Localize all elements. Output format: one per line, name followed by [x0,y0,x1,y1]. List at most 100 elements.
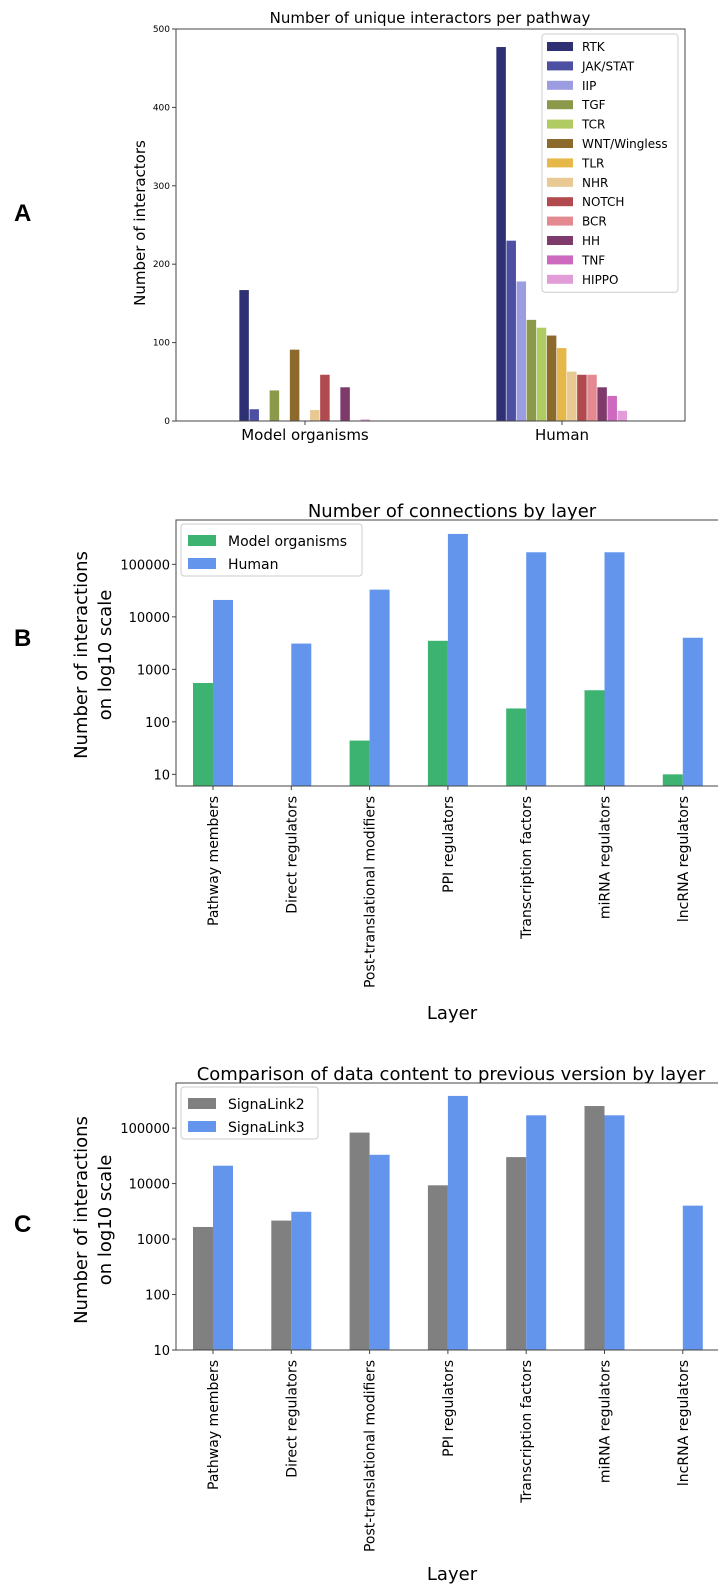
bar-rtk-human [496,47,506,421]
bar-signalink3-mirna-regulators [604,1115,625,1350]
chart-c-xtick-label: Post-translational modifiers [363,1360,379,1552]
legend-swatch-model-organisms [188,535,216,546]
legend-swatch-hippo [547,274,573,284]
chart-a-ytick-label: 100 [153,339,170,349]
bar-signalink2-direct-regulators [271,1220,292,1350]
legend-swatch-hh [547,236,573,245]
legend-label-tgf: TGF [581,98,606,112]
chart-a-frame [175,28,686,422]
chart-a-title: Number of unique interactors per pathway [270,9,591,27]
legend-label-hippo: HIPPO [582,273,618,287]
bar-signalink3-ppi-regulators [447,1095,468,1350]
legend-label-signalink2: SignaLink2 [228,1097,305,1113]
bar-human-lncrna-regulators [682,637,703,786]
bar-jak-stat-model-organisms [249,409,259,421]
chart-b-ylabel-line2: on log10 scale [95,590,116,721]
chart-c-ytick-label: 1000 [137,1233,170,1248]
chart-c-frame [175,1082,718,1351]
chart-b-ytick-label: 100000 [120,558,170,573]
bar-hippo-human [617,410,628,421]
chart-c-xtick-label: Pathway members [206,1360,222,1490]
bar-human-pathway-members [213,599,233,786]
chart-a-ylabel: Number of interactors [131,140,149,306]
chart-b-xtick-label: Pathway members [206,796,222,926]
legend-swatch-tlr [547,158,573,168]
chart-b-ytick-label: 10 [153,768,170,783]
bar-tcr-human [536,327,547,421]
bar-model-organisms-pathway-members [193,682,213,786]
legend-swatch-iip [547,80,573,90]
legend-label-nhr: NHR [582,176,608,190]
bar-signalink3-post-translational-modifiers [369,1154,390,1350]
chart-c-ytick-label: 10000 [129,1178,170,1193]
legend-label-bcr: BCR [582,215,607,229]
chart-a: Number of unique interactors per pathway… [131,9,686,444]
chart-a-ytick-label: 200 [153,260,170,270]
legend-label-notch: NOTCH [582,195,624,209]
chart-b-legend-box [180,523,363,577]
bar-tnf-human [607,395,617,421]
chart-b-ytick-label: 1000 [137,663,170,678]
chart-b-xtick-label: Direct regulators [284,796,300,914]
legend-swatch-tcr [547,119,573,129]
bar-nhr-model-organisms [310,410,320,421]
bar-wnt-wingless-model-organisms [289,349,300,421]
legend-swatch-human [188,558,216,569]
legend-label-tnf: TNF [581,253,605,267]
chart-c: Comparison of data content to previous v… [71,1064,718,1585]
chart-b-title: Number of connections by layer [308,501,597,522]
bar-model-organisms-mirna-regulators [584,690,605,786]
legend-label-rtk: RTK [582,40,606,54]
legend-swatch-rtk [547,42,573,51]
bar-human-ppi-regulators [447,533,468,786]
bar-rtk-model-organisms [239,290,249,421]
chart-a-ytick-label: 400 [153,103,170,113]
chart-c-ytick-label: 100 [145,1289,170,1304]
legend-swatch-tnf [547,255,573,265]
legend-swatch-bcr [547,216,573,226]
legend-swatch-signalink2 [188,1098,216,1109]
bar-signalink2-pathway-members [193,1226,213,1350]
bar-signalink2-mirna-regulators [584,1106,605,1350]
chart-c-xtick-label: lncRNA regulators [676,1360,692,1486]
chart-b: Number of connections by layer Number of… [71,501,718,1024]
chart-b-ytick-label: 10000 [129,611,170,626]
bar-tgf-model-organisms [269,390,280,421]
chart-b-ylabel-line1: Number of interactions [71,551,92,759]
chart-a-xtick-label: Human [535,426,589,444]
bar-notch-human [577,374,587,421]
legend-label-human: Human [228,557,279,573]
chart-a-legend-box [541,33,679,293]
chart-b-ytick-label: 100 [145,716,170,731]
chart-c-xtick-label: miRNA regulators [598,1360,614,1483]
chart-c-xtick-label: Direct regulators [284,1360,300,1478]
bar-human-mirna-regulators [604,552,625,786]
chart-b-xtick-label: lncRNA regulators [676,796,692,922]
bar-bcr-human [587,374,597,421]
bar-hippo-model-organisms [360,419,371,421]
legend-swatch-notch [547,197,573,207]
chart-b-xtick-label: Transcription factors [519,796,535,940]
panel-letter-b: B [14,625,31,652]
chart-c-title: Comparison of data content to previous v… [197,1064,706,1085]
bar-jak-stat-human [506,240,516,421]
bar-signalink3-direct-regulators [291,1211,312,1350]
legend-label-tlr: TLR [581,156,604,170]
bar-hh-human [597,387,607,421]
bar-signalink3-pathway-members [213,1165,233,1350]
bar-model-organisms-ppi-regulators [427,640,448,786]
legend-swatch-wnt-wingless [547,139,573,148]
chart-c-xlabel: Layer [427,1564,478,1585]
bar-signalink3-transcription-factors [526,1115,547,1350]
bar-iip-human [516,281,527,421]
bar-human-direct-regulators [291,643,312,786]
chart-c-xtick-label: Transcription factors [519,1360,535,1504]
bar-tgf-human [526,319,537,421]
legend-label-jak-stat: JAK/STAT [581,59,635,73]
panel-letter-c: C [14,1211,31,1238]
bar-human-transcription-factors [526,552,547,786]
chart-b-xtick-label: PPI regulators [441,796,457,893]
bar-signalink2-ppi-regulators [427,1185,448,1350]
legend-label-model-organisms: Model organisms [228,534,347,550]
